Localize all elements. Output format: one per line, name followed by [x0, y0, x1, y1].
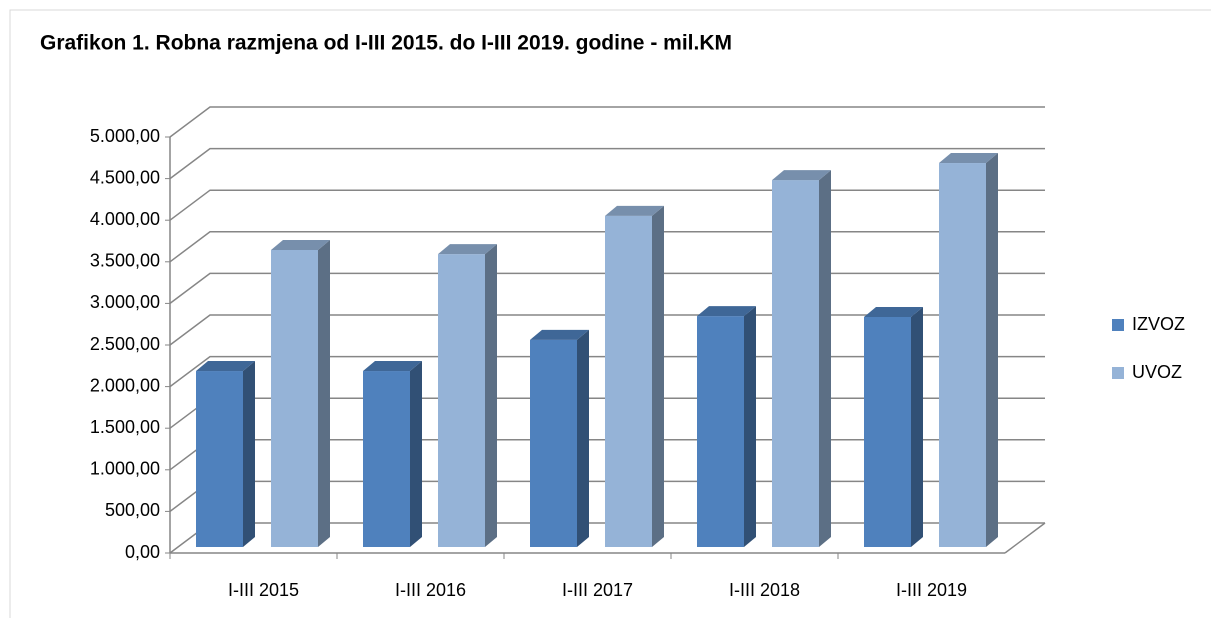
bar — [196, 361, 255, 547]
bar-front — [697, 316, 744, 547]
y-tick-label: 1.000,00 — [90, 459, 160, 479]
bar-top — [939, 153, 998, 164]
bar-front — [438, 254, 485, 548]
bar-top — [196, 361, 255, 372]
bar-front — [271, 249, 318, 547]
bar — [864, 306, 923, 547]
bar — [939, 153, 998, 548]
y-tick-label: 3.000,00 — [90, 292, 160, 312]
y-tick-label: 3.500,00 — [90, 251, 160, 271]
bar — [530, 329, 589, 547]
bar-front — [530, 339, 577, 547]
bar-side — [577, 329, 589, 547]
bar — [772, 170, 831, 547]
legend-swatch — [1112, 367, 1124, 379]
grid-line — [169, 314, 1045, 346]
x-tick-label: I-III 2019 — [896, 580, 967, 600]
grid-line — [169, 147, 1045, 180]
bar-side — [243, 361, 255, 547]
bar-top — [605, 205, 664, 216]
bar-top — [864, 306, 923, 317]
bar-side — [819, 170, 831, 547]
y-tick-label: 1.500,00 — [90, 417, 160, 437]
x-tick-label: I-III 2015 — [228, 580, 299, 600]
x-tick-label: I-III 2017 — [562, 580, 633, 600]
bar-front — [605, 215, 652, 547]
bar — [438, 244, 497, 548]
bar — [605, 205, 664, 547]
bar-side — [485, 244, 497, 548]
bar-top — [772, 170, 831, 181]
floor-edge — [1004, 522, 1046, 554]
y-tick-label: 500,00 — [105, 500, 160, 520]
bar-top — [363, 361, 422, 372]
bar-front — [864, 316, 911, 547]
bar-front — [939, 163, 986, 548]
bar-side — [911, 306, 923, 547]
bar-top — [438, 244, 497, 255]
y-tick-label: 0,00 — [125, 542, 160, 562]
legend-swatch — [1112, 319, 1124, 331]
bar-top — [530, 329, 589, 340]
legend-label: IZVOZ — [1132, 314, 1185, 334]
x-tick-label: I-III 2018 — [729, 580, 800, 600]
y-tick-label: 2.000,00 — [90, 375, 160, 395]
bar — [271, 239, 330, 547]
y-tick-label: 5.000,00 — [90, 126, 160, 146]
chart-title: Grafikon 1. Robna razmjena od I-III 2015… — [40, 32, 732, 55]
bar-front — [363, 371, 410, 547]
grid-line — [169, 106, 1045, 138]
bar-side — [652, 205, 664, 547]
legend-label: UVOZ — [1132, 362, 1182, 382]
chart-frame — [9, 9, 1211, 618]
y-tick-label: 4.000,00 — [90, 209, 160, 229]
grid-line — [169, 355, 1045, 388]
bar-side — [986, 153, 998, 548]
bar-front — [772, 180, 819, 547]
bar — [697, 306, 756, 547]
bar-top — [697, 306, 756, 317]
bar-side — [744, 306, 756, 547]
grid-line — [169, 272, 1045, 304]
bar-side — [410, 361, 422, 547]
bar-side — [318, 239, 330, 547]
y-tick-label: 4.500,00 — [90, 167, 160, 187]
bar-front — [196, 371, 243, 547]
bar — [363, 361, 422, 547]
bar-top — [271, 239, 330, 250]
grid-line — [169, 231, 1045, 263]
y-tick-label: 2.500,00 — [90, 334, 160, 354]
grid-line — [169, 189, 1045, 221]
x-tick-label: I-III 2016 — [395, 580, 466, 600]
